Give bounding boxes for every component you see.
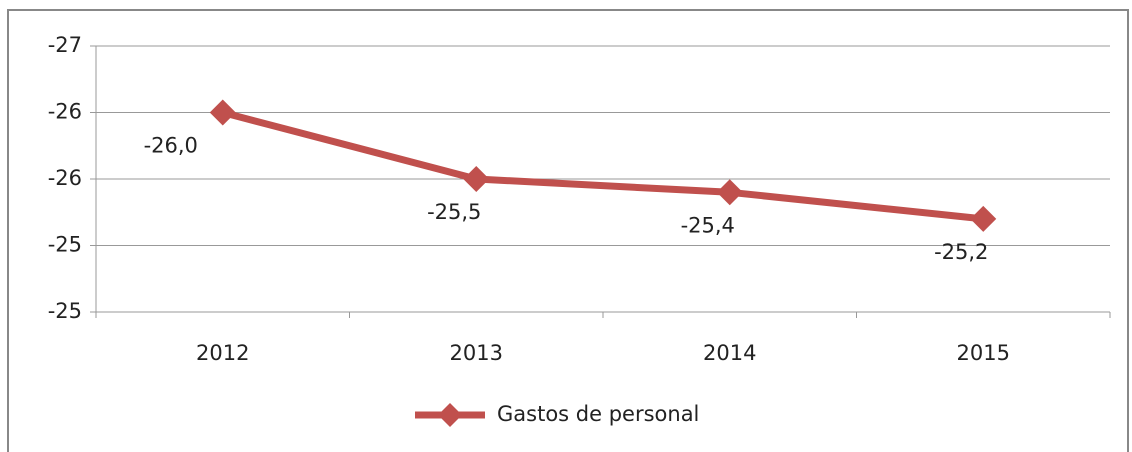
- series-line: [221, 109, 984, 223]
- marker: [463, 166, 490, 192]
- data-label: -25,4: [681, 213, 735, 237]
- data-label: -25,5: [427, 200, 481, 224]
- y-tick-label: -25: [48, 233, 82, 257]
- y-tick-label: -26: [48, 166, 82, 190]
- x-tick-label: 2012: [196, 341, 249, 365]
- x-tick-label: 2013: [450, 341, 503, 365]
- y-tick-label: -26: [48, 100, 82, 124]
- data-label: -25,2: [934, 240, 988, 264]
- y-tick-label: -27: [48, 33, 82, 57]
- data-label: -26,0: [144, 134, 198, 158]
- x-tick-label: 2014: [703, 341, 756, 365]
- legend-label: Gastos de personal: [497, 402, 699, 426]
- legend-marker: [438, 403, 462, 427]
- y-tick-label: -25: [48, 299, 82, 323]
- chart-frame: [7, 9, 1129, 452]
- x-tick-label: 2015: [957, 341, 1010, 365]
- marker: [970, 205, 997, 232]
- marker: [716, 179, 743, 206]
- marker: [209, 99, 236, 126]
